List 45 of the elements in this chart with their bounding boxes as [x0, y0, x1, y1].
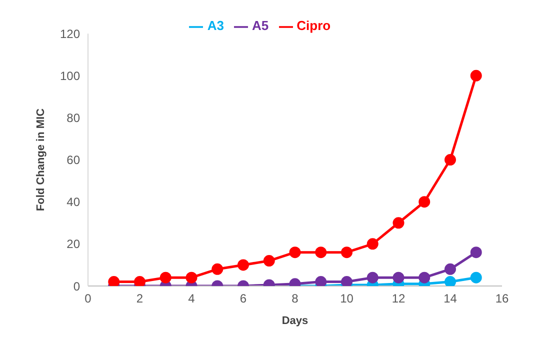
y-tick-label: 80 — [66, 110, 80, 125]
y-tick-label: 60 — [66, 153, 80, 168]
legend-label: A3 — [207, 18, 224, 33]
point — [315, 246, 327, 258]
y-tick-label: 40 — [66, 195, 80, 210]
point — [444, 276, 456, 286]
y-axis-title: Fold Change in MIC — [34, 108, 47, 212]
point — [444, 154, 456, 166]
point — [418, 196, 430, 208]
x-tick-label: 16 — [495, 292, 509, 306]
point — [366, 272, 378, 284]
legend-label: A5 — [252, 18, 269, 33]
legend-label: Cipro — [296, 18, 331, 33]
point — [212, 263, 224, 275]
point — [289, 246, 301, 258]
point — [186, 272, 198, 284]
point — [263, 255, 275, 267]
point — [366, 238, 378, 250]
x-tick-label: 2 — [136, 292, 144, 306]
x-tick-label: 0 — [84, 292, 92, 306]
point — [238, 259, 249, 271]
point — [341, 246, 352, 258]
x-tick-label: 12 — [392, 292, 406, 306]
x-tick-label: 6 — [240, 292, 247, 306]
point — [470, 70, 482, 82]
point — [160, 272, 172, 284]
y-tick-label: 20 — [66, 237, 80, 252]
point — [392, 217, 404, 229]
x-tick-label: 14 — [444, 292, 458, 306]
y-tick-label: 100 — [60, 68, 80, 83]
x-axis-title: Days — [282, 315, 308, 327]
point — [341, 276, 352, 286]
x-tick-label: 8 — [292, 292, 299, 306]
y-tick-label: 120 — [60, 26, 80, 41]
point — [470, 246, 482, 258]
point — [108, 276, 120, 286]
point — [392, 272, 404, 284]
point — [315, 276, 327, 286]
point — [418, 272, 430, 284]
x-tick-label: 4 — [188, 292, 196, 306]
y-tick-label: 0 — [73, 279, 80, 294]
x-tick-label: 10 — [340, 292, 354, 306]
point — [134, 276, 146, 286]
point — [470, 272, 482, 284]
point — [444, 263, 456, 275]
